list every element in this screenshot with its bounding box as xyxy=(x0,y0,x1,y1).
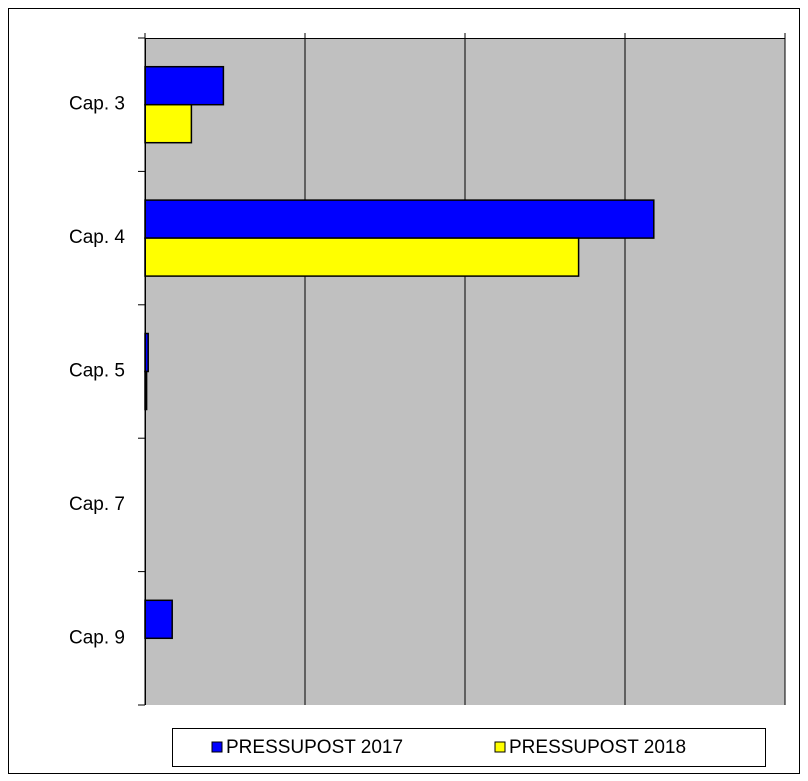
y-tick-label: Cap. 3 xyxy=(69,94,125,115)
y-tick-label: Cap. 5 xyxy=(69,361,125,382)
bar xyxy=(144,599,173,640)
bar xyxy=(144,65,225,106)
y-tick-label: Cap. 4 xyxy=(69,227,125,248)
bar xyxy=(144,199,655,239)
legend-label: PRESSUPOST 2017 xyxy=(226,737,403,758)
bar xyxy=(144,103,193,144)
y-tick-label: Cap. 7 xyxy=(69,494,125,515)
legend-box xyxy=(172,728,766,767)
legend-swatch xyxy=(494,741,506,753)
legend-swatch xyxy=(211,741,223,753)
y-tick-label: Cap. 9 xyxy=(69,627,125,648)
bar xyxy=(144,237,580,277)
legend-label: PRESSUPOST 2018 xyxy=(509,737,686,758)
